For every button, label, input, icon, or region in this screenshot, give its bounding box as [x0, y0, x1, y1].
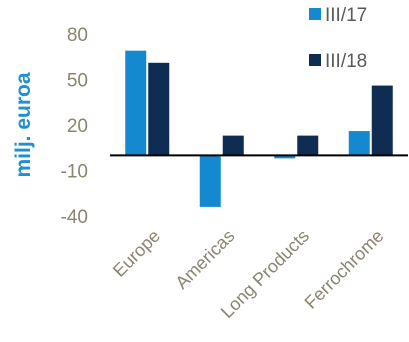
y-tick-label: 50 [67, 71, 88, 92]
bar [148, 62, 170, 156]
legend-swatch [309, 8, 321, 20]
bar [125, 50, 147, 156]
bar [348, 131, 370, 156]
bar [222, 135, 244, 156]
legend-entry: III/18 [325, 51, 367, 72]
x-category-label: Ferrochrome [301, 226, 388, 313]
bar [199, 155, 221, 207]
x-category-label: Americas [171, 226, 238, 293]
y-axis-label: milj. euroa [12, 72, 35, 177]
y-tick-label: -40 [61, 207, 88, 228]
y-tick-label: -10 [61, 162, 88, 183]
legend-swatch [309, 54, 321, 66]
legend-entry: III/17 [325, 5, 367, 26]
y-tick-label: 80 [67, 25, 88, 46]
bar [371, 85, 393, 156]
bar [297, 135, 319, 156]
x-category-label: Europe [109, 226, 164, 281]
y-tick-label: 20 [67, 116, 88, 137]
bar [274, 155, 296, 159]
